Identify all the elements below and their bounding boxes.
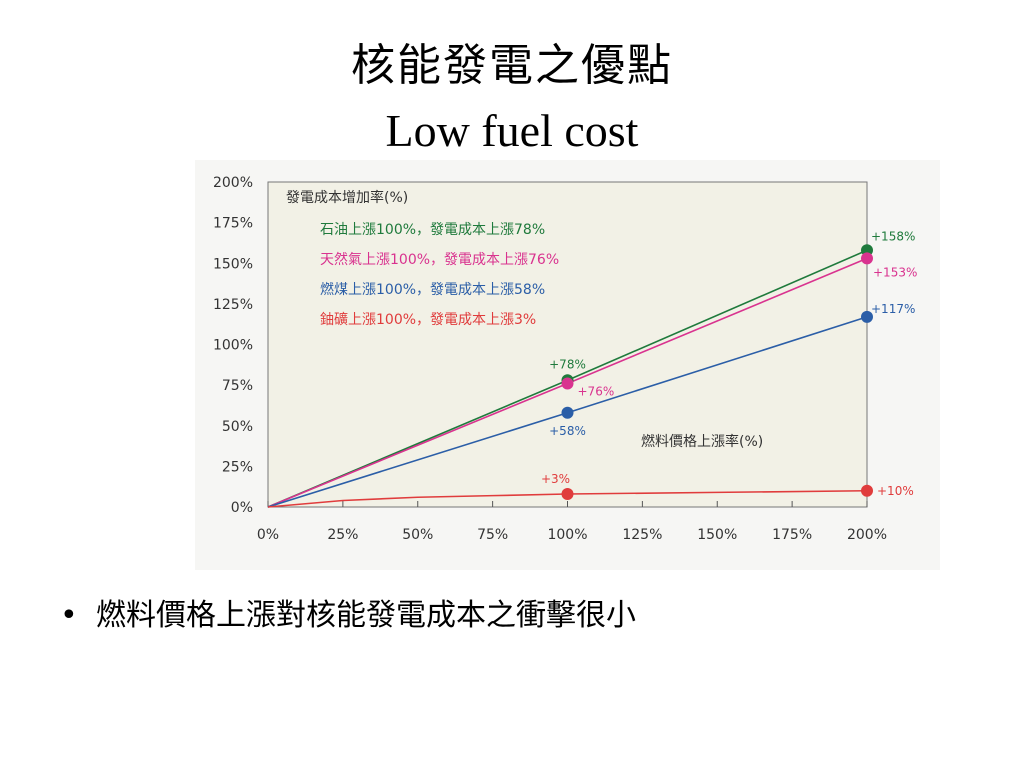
x-tick-label: 0% bbox=[257, 527, 279, 543]
y-tick-label: 150% bbox=[213, 256, 253, 272]
y-tick-label: 0% bbox=[231, 500, 253, 516]
y-tick-label: 25% bbox=[222, 459, 253, 475]
series-line bbox=[267, 489, 868, 508]
y-tick-label: 200% bbox=[213, 175, 253, 191]
data-label: +58% bbox=[549, 424, 586, 438]
legend-entry: 鈾礦上漲100%，發電成本上漲3% bbox=[320, 311, 536, 328]
data-label: +10% bbox=[877, 484, 914, 498]
y-tick-label: 50% bbox=[222, 419, 253, 435]
data-point bbox=[561, 488, 574, 500]
data-label: +153% bbox=[873, 265, 917, 279]
y-tick-label: 125% bbox=[213, 297, 253, 313]
x-tick-label: 25% bbox=[327, 527, 358, 543]
x-tick-label: 200% bbox=[847, 527, 887, 543]
x-axis-title: 燃料價格上漲率(%) bbox=[641, 433, 763, 450]
data-label: +76% bbox=[578, 385, 615, 399]
x-tick-label: 75% bbox=[477, 527, 508, 543]
x-tick-label: 150% bbox=[697, 527, 737, 543]
y-axis-title: 發電成本增加率(%) bbox=[286, 189, 408, 206]
data-label: +78% bbox=[549, 357, 586, 371]
x-tick-label: 175% bbox=[772, 527, 812, 543]
legend-entry: 天然氣上漲100%，發電成本上漲76% bbox=[320, 251, 559, 268]
bullet-marker: • bbox=[60, 598, 78, 633]
legend-entry: 石油上漲100%，發電成本上漲78% bbox=[320, 222, 545, 238]
data-point bbox=[861, 484, 873, 497]
y-tick-label: 75% bbox=[222, 378, 253, 394]
y-tick-label: 100% bbox=[213, 338, 253, 354]
bullet-point: • 燃料價格上漲對核能發電成本之衝擊很小 bbox=[60, 596, 636, 636]
bullet-text: 燃料價格上漲對核能發電成本之衝擊很小 bbox=[96, 598, 636, 633]
data-point bbox=[861, 252, 873, 265]
data-label: +158% bbox=[871, 229, 915, 243]
data-point bbox=[561, 377, 574, 390]
x-tick-label: 50% bbox=[402, 527, 433, 543]
slide-title: 核能發電之優點 bbox=[351, 40, 673, 91]
y-tick-label: 175% bbox=[213, 216, 253, 232]
x-tick-label: 100% bbox=[547, 527, 587, 543]
data-label: +117% bbox=[871, 302, 915, 316]
data-point bbox=[561, 406, 574, 419]
data-point bbox=[861, 310, 873, 323]
legend-entry: 燃煤上漲100%，發電成本上漲58% bbox=[320, 281, 545, 298]
slide-subtitle: Low fuel cost bbox=[385, 105, 639, 156]
plot-area bbox=[267, 181, 868, 508]
x-tick-label: 125% bbox=[622, 527, 662, 543]
fuel-cost-line-chart: 0% 25% 50% 75% 100% 125% 150% 175% 200% 0% 25% 50% 7… bbox=[195, 160, 940, 570]
data-label: +3% bbox=[541, 472, 570, 486]
